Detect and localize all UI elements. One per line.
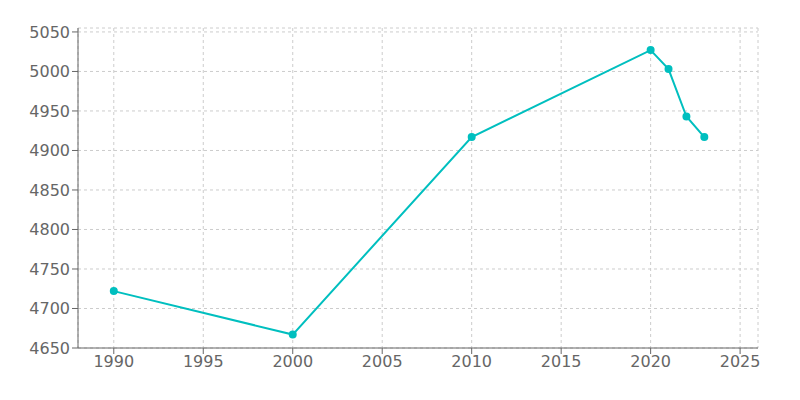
svg-text:2020: 2020 — [630, 352, 671, 371]
svg-text:1990: 1990 — [93, 352, 134, 371]
svg-text:2000: 2000 — [272, 352, 313, 371]
svg-text:4950: 4950 — [29, 102, 70, 121]
svg-text:2010: 2010 — [451, 352, 492, 371]
svg-text:4850: 4850 — [29, 181, 70, 200]
svg-text:4750: 4750 — [29, 260, 70, 279]
svg-text:2015: 2015 — [541, 352, 582, 371]
svg-text:4650: 4650 — [29, 339, 70, 358]
svg-text:4900: 4900 — [29, 141, 70, 160]
svg-text:1995: 1995 — [183, 352, 224, 371]
svg-text:2005: 2005 — [362, 352, 403, 371]
svg-text:5000: 5000 — [29, 62, 70, 81]
svg-text:5050: 5050 — [29, 23, 70, 42]
svg-text:2025: 2025 — [720, 352, 761, 371]
svg-text:4800: 4800 — [29, 220, 70, 239]
svg-text:4700: 4700 — [29, 299, 70, 318]
